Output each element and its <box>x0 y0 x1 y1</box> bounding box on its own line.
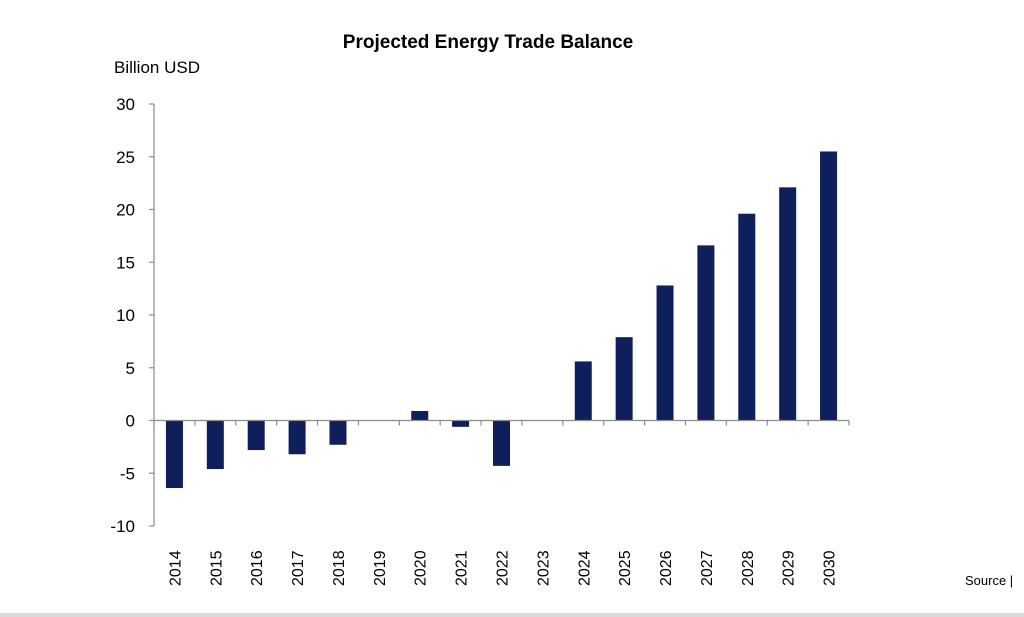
source-label: Source | <box>965 573 1013 588</box>
y-tick-label: 5 <box>126 359 135 378</box>
bar-2017 <box>288 420 306 455</box>
y-tick-label: 15 <box>116 253 135 272</box>
bar-series <box>165 151 838 489</box>
x-tick-label-2022: 2022 <box>495 550 512 586</box>
bar-2027 <box>697 245 715 421</box>
bar-2030 <box>820 151 838 421</box>
x-tick-label-2021: 2021 <box>454 550 471 586</box>
y-tick-label: 25 <box>116 148 135 167</box>
bottom-divider <box>0 613 1024 617</box>
bar-2029 <box>779 187 797 421</box>
bar-2015 <box>206 420 224 470</box>
bar-2025 <box>615 337 633 421</box>
x-tick-label-2026: 2026 <box>658 550 675 586</box>
chart-title: Projected Energy Trade Balance <box>343 32 633 53</box>
bar-2028 <box>738 213 756 421</box>
x-tick-label-2016: 2016 <box>249 550 266 586</box>
x-tick-label-2025: 2025 <box>617 550 634 586</box>
x-tick-label-2024: 2024 <box>576 550 593 586</box>
y-tick-label: 0 <box>126 412 135 431</box>
x-tick-label-2015: 2015 <box>208 550 225 586</box>
x-tick-label-2029: 2029 <box>781 550 798 586</box>
bar-2021 <box>452 420 470 427</box>
x-tick-label-2028: 2028 <box>740 550 757 586</box>
x-tick-label-2023: 2023 <box>535 550 552 586</box>
y-axis-unit-label: Billion USD <box>114 58 200 77</box>
bar-2016 <box>247 420 265 451</box>
y-tick-label: 10 <box>116 306 135 325</box>
bar-2014 <box>165 420 183 489</box>
x-tick-label-2017: 2017 <box>290 550 307 586</box>
x-tick-label-2027: 2027 <box>699 550 716 586</box>
x-axis: 2014 2015 2016 2017 2018 2019 2020 2021 2022 2023… <box>153 419 850 586</box>
x-tick-label-2018: 2018 <box>331 550 348 586</box>
y-tick-label: 30 <box>116 95 135 114</box>
y-tick-label: -5 <box>120 464 135 483</box>
bar-2024 <box>574 361 592 421</box>
x-tick-label-2020: 2020 <box>413 550 430 586</box>
bar-2018 <box>329 420 347 445</box>
y-axis: 30 25 20 15 10 5 0 -5 -10 <box>110 95 155 536</box>
x-tick-label-2014: 2014 <box>167 550 184 586</box>
y-tick-label: 20 <box>116 201 135 220</box>
bar-2020 <box>411 411 429 421</box>
bar-2026 <box>656 285 674 421</box>
x-tick-label-2019: 2019 <box>372 550 389 586</box>
x-tick-label-2030: 2030 <box>822 550 839 586</box>
bar-2022 <box>493 420 510 466</box>
y-tick-label: -10 <box>110 517 135 536</box>
